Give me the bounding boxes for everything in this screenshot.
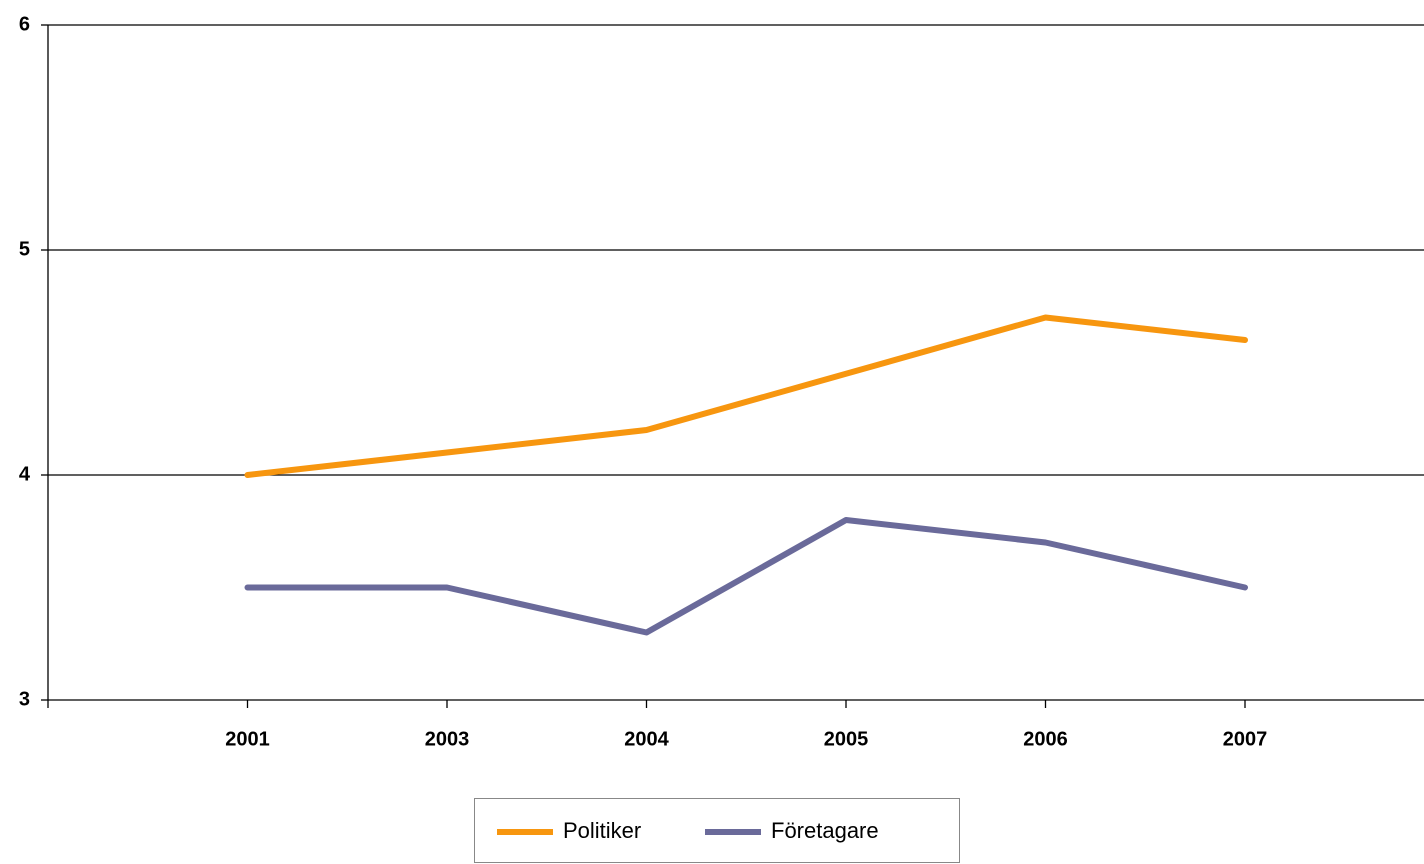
legend-label: Politiker — [563, 818, 641, 843]
y-tick-label: 5 — [19, 238, 30, 260]
y-tick-label: 4 — [19, 463, 31, 485]
x-tick-label: 2001 — [225, 728, 270, 750]
x-tick-label: 2007 — [1223, 728, 1268, 750]
series-line — [244, 314, 1248, 478]
y-tick-label: 3 — [19, 688, 30, 710]
x-tick-label: 2004 — [624, 728, 669, 750]
y-tick-label: 6 — [19, 13, 30, 35]
x-tick-label: 2005 — [824, 728, 869, 750]
x-tick-label: 2006 — [1023, 728, 1068, 750]
legend-label: Företagare — [771, 818, 879, 843]
series-line — [244, 517, 1248, 636]
x-tick-label: 2003 — [425, 728, 470, 750]
